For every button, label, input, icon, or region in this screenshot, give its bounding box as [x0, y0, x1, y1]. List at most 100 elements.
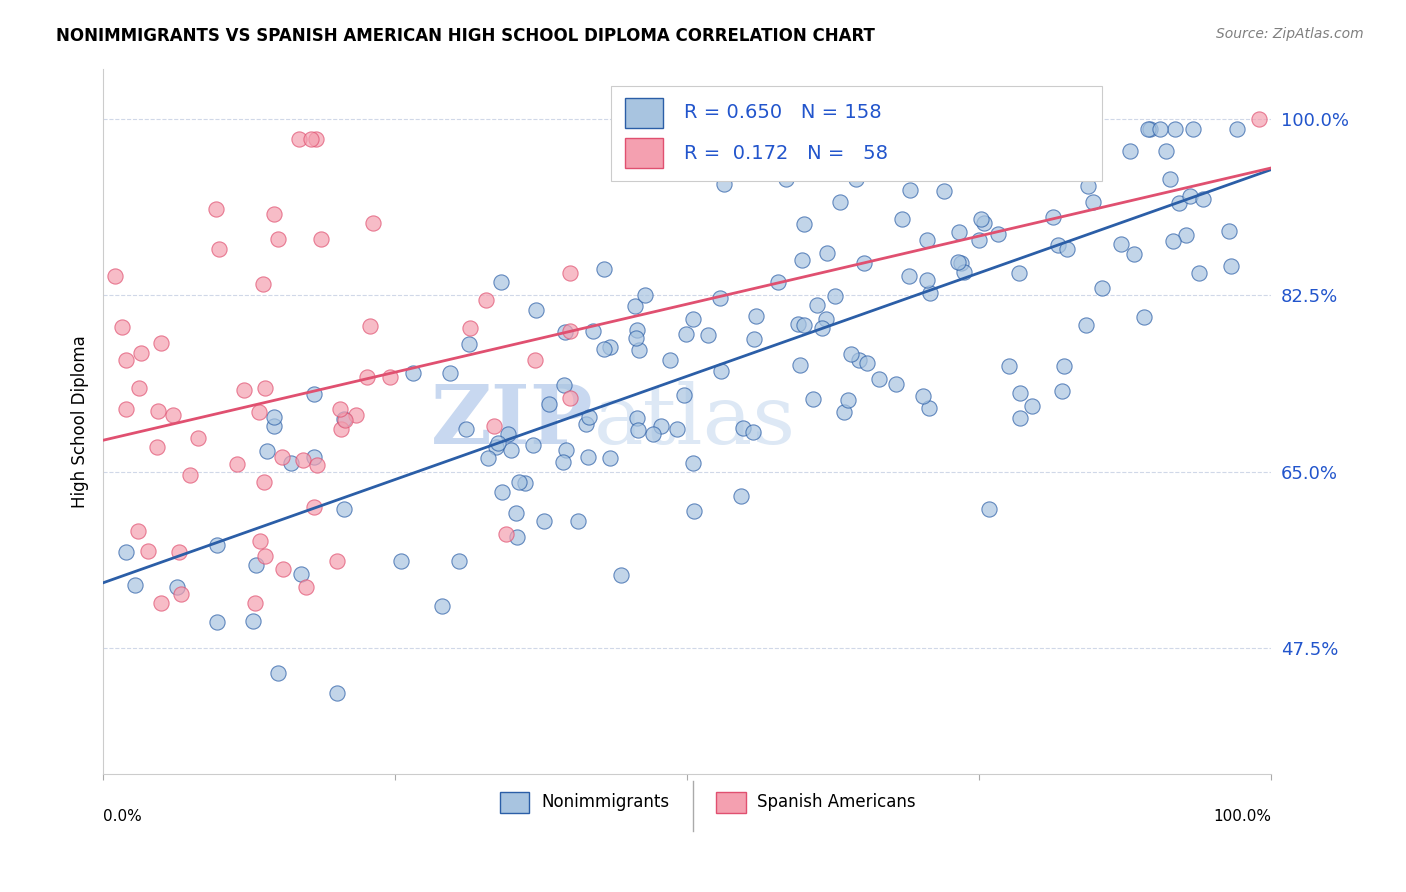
Point: [683, 504, 706, 518]
Point: [815, 245, 838, 260]
Text: R =  0.172   N =   58: R = 0.172 N = 58: [683, 144, 887, 162]
Point: [1132, 310, 1154, 324]
Point: [1168, 196, 1191, 211]
Point: [430, 599, 453, 614]
Point: [522, 438, 544, 452]
Point: [169, 545, 191, 559]
Point: [242, 614, 264, 628]
Point: [948, 225, 970, 239]
Point: [793, 217, 815, 231]
Point: [1161, 235, 1184, 249]
Point: [138, 543, 160, 558]
Point: [506, 530, 529, 544]
Point: [793, 318, 815, 332]
Point: [454, 422, 477, 436]
Point: [650, 418, 672, 433]
Point: [288, 132, 311, 146]
Point: [149, 596, 172, 610]
Point: [593, 342, 616, 356]
Text: NONIMMIGRANTS VS SPANISH AMERICAN HIGH SCHOOL DIPLOMA CORRELATION CHART: NONIMMIGRANTS VS SPANISH AMERICAN HIGH S…: [56, 27, 875, 45]
Point: [1056, 242, 1078, 256]
FancyBboxPatch shape: [626, 138, 662, 168]
Point: [578, 410, 600, 425]
Point: [1077, 179, 1099, 194]
Point: [839, 347, 862, 361]
Point: [775, 172, 797, 186]
Point: [626, 322, 648, 336]
Point: [787, 318, 810, 332]
Point: [742, 332, 765, 346]
Point: [730, 489, 752, 503]
Point: [305, 458, 328, 473]
Point: [599, 340, 621, 354]
Text: 100.0%: 100.0%: [1213, 809, 1271, 824]
Point: [1123, 246, 1146, 260]
Point: [523, 353, 546, 368]
Point: [1008, 411, 1031, 425]
Point: [890, 212, 912, 227]
Point: [254, 381, 277, 395]
Point: [247, 405, 270, 419]
Point: [824, 289, 846, 303]
Point: [305, 132, 328, 146]
Point: [911, 389, 934, 403]
Point: [498, 426, 520, 441]
Point: [232, 384, 254, 398]
Point: [115, 545, 138, 559]
Point: [302, 500, 325, 514]
Point: [333, 413, 356, 427]
Point: [845, 171, 868, 186]
Point: [145, 440, 167, 454]
Point: [575, 417, 598, 431]
Point: [801, 392, 824, 406]
Point: [810, 321, 832, 335]
Point: [1164, 122, 1187, 136]
Point: [609, 568, 631, 582]
Point: [111, 319, 134, 334]
Point: [205, 202, 228, 217]
Point: [439, 366, 461, 380]
Point: [124, 578, 146, 592]
Point: [538, 397, 561, 411]
Point: [949, 255, 972, 269]
Point: [170, 587, 193, 601]
Point: [333, 501, 356, 516]
Point: [554, 325, 576, 339]
Point: [868, 372, 890, 386]
Point: [1042, 211, 1064, 225]
Point: [560, 325, 582, 339]
Point: [491, 485, 513, 500]
Point: [828, 195, 851, 210]
Point: [1174, 227, 1197, 242]
Point: [524, 302, 547, 317]
Point: [792, 252, 814, 267]
FancyBboxPatch shape: [626, 98, 662, 128]
Point: [485, 441, 508, 455]
Point: [187, 431, 209, 445]
Point: [477, 450, 499, 465]
Point: [553, 377, 575, 392]
Point: [1038, 154, 1060, 169]
Point: [389, 554, 412, 568]
Text: 0.0%: 0.0%: [103, 809, 142, 824]
Point: [149, 336, 172, 351]
Point: [333, 412, 356, 426]
Point: [292, 452, 315, 467]
Point: [309, 232, 332, 246]
Point: [554, 443, 576, 458]
Point: [1182, 122, 1205, 136]
Point: [675, 326, 697, 341]
Point: [665, 422, 688, 436]
Point: [263, 410, 285, 425]
Point: [1008, 386, 1031, 401]
Point: [1156, 145, 1178, 159]
Point: [329, 402, 352, 417]
Point: [361, 216, 384, 230]
Point: [918, 401, 941, 415]
Point: [1091, 281, 1114, 295]
Point: [628, 343, 651, 358]
Point: [505, 506, 527, 520]
Text: Source: ZipAtlas.com: Source: ZipAtlas.com: [1216, 27, 1364, 41]
Point: [486, 436, 509, 450]
Point: [104, 268, 127, 283]
